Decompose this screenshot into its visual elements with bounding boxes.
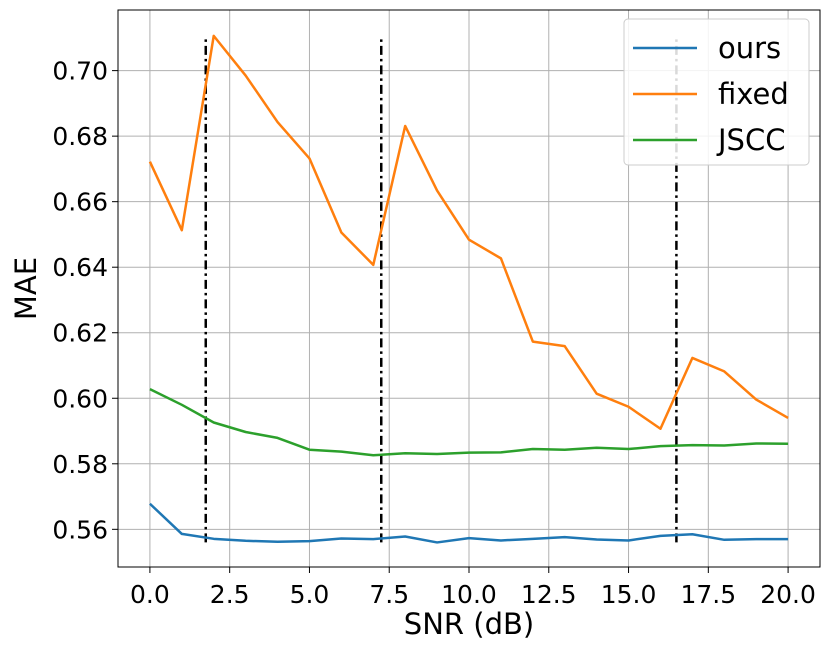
legend-label-jscc: JSCC [716, 123, 785, 157]
y-tick-label: 0.64 [52, 253, 108, 282]
series-lines [148, 34, 789, 544]
legend-box [623, 18, 810, 166]
x-tick-label: 20.0 [760, 580, 816, 609]
series-line-jscc [149, 387, 789, 457]
x-tick-label: 17.5 [680, 580, 736, 609]
y-axis-ticks: 0.56 0.58 0.60 0.62 0.64 0.66 0.68 0.70 [52, 57, 118, 544]
y-tick-label: 0.66 [52, 188, 108, 217]
x-tick-label: 5.0 [290, 580, 330, 609]
x-tick-label: 10.0 [441, 580, 497, 609]
y-tick-label: 0.68 [52, 122, 108, 151]
y-tick-label: 0.70 [52, 57, 108, 86]
x-axis-ticks: 0.0 2.5 5.0 7.5 10.0 12.5 15.0 17.5 20.0 [130, 567, 816, 609]
grid [118, 10, 820, 567]
x-tick-label: 12.5 [521, 580, 577, 609]
x-tick-label: 2.5 [210, 580, 250, 609]
x-tick-label: 15.0 [601, 580, 657, 609]
y-tick-label: 0.58 [52, 450, 108, 479]
vertical-markers [204, 36, 678, 543]
legend-label-ours: ours [718, 31, 781, 65]
x-tick-label: 7.5 [369, 580, 409, 609]
series-line-fixed [148, 34, 789, 430]
x-tick-label: 0.0 [130, 580, 170, 609]
y-tick-label: 0.60 [52, 384, 108, 413]
legend-label-fixed: fixed [718, 77, 789, 111]
series-line-ours [149, 502, 789, 544]
legend: ours fixed JSCC [623, 18, 810, 166]
y-tick-label: 0.62 [52, 319, 108, 348]
y-axis-label: MAE [9, 257, 43, 320]
y-tick-label: 0.56 [52, 515, 108, 544]
x-axis-label: SNR (dB) [404, 607, 534, 641]
